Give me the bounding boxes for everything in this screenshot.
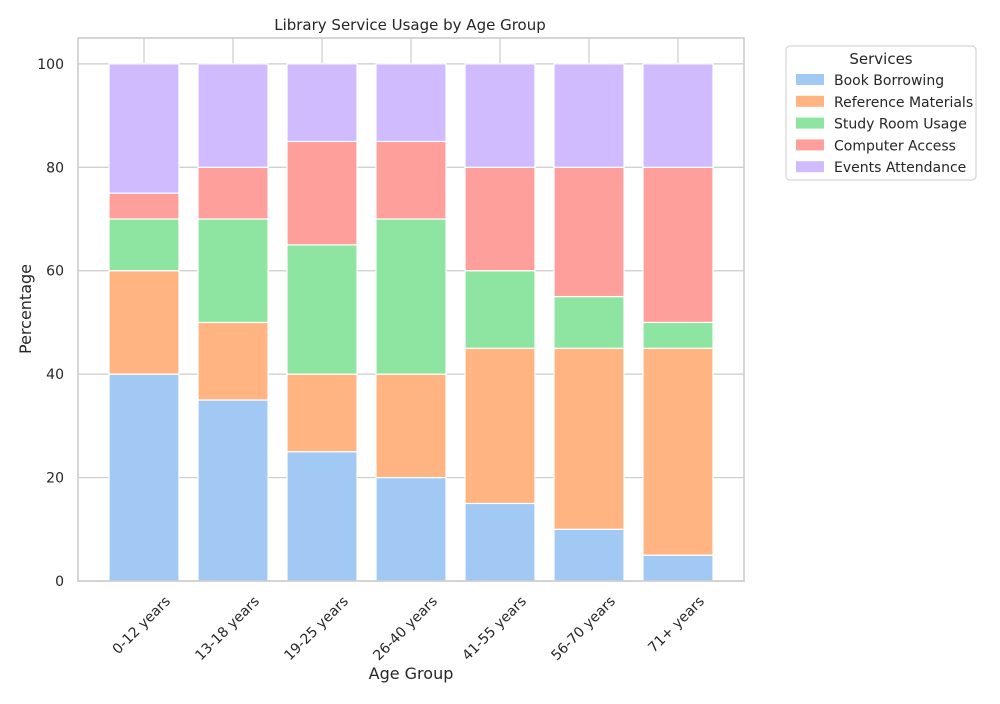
bar-segment-book-borrowing: Book Borrowing — 26-40 years: 20 (375, 476, 447, 582)
legend-box (785, 45, 977, 181)
bar-segment-study-room-usage: Study Room Usage — 0-12 years: 10 (108, 218, 180, 272)
x-tick-labels: 0-12 years 13-18 years 19-25 years 26-40 ye… (110, 594, 708, 664)
bar-segment-reference-materials: Reference Materials — 13-18 years: 15 (197, 321, 269, 401)
bar-segment-study-room-usage: Study Room Usage — 13-18 years: 20 (197, 218, 269, 324)
bar-segment-computer-access: Computer Access — 26-40 years: 15 (375, 140, 447, 220)
legend-item-events-attendance: Events Attendance (796, 160, 966, 176)
bar-segment-book-borrowing: Book Borrowing — 19-25 years: 25 (286, 451, 358, 582)
bar-segment-study-room-usage: Study Room Usage — 56-70 years: 10 (553, 295, 625, 349)
legend-swatch (796, 74, 824, 85)
bar-segment-study-room-usage: Study Room Usage — 19-25 years: 25 (286, 244, 358, 375)
x-tick-label: 0-12 years (110, 594, 174, 658)
x-tick-label: 56-70 years (548, 594, 618, 664)
legend-label: Events Attendance (834, 160, 966, 176)
legend-swatch (796, 95, 824, 107)
bar-segment-book-borrowing: Book Borrowing — 56-70 years: 10 (553, 528, 625, 582)
bar-segment-reference-materials: Reference Materials — 0-12 years: 20 (108, 270, 180, 375)
bar-segment-book-borrowing: Book Borrowing — 13-18 years: 35 (197, 399, 269, 582)
legend: Services Book Borrowing Reference Materia… (785, 45, 977, 181)
x-tick-label: 13-18 years (192, 594, 262, 664)
bar-segment-reference-materials: Reference Materials — 56-70 years: 35 (553, 347, 625, 530)
bar-segment-computer-access: Computer Access — 41-55 years: 20 (464, 166, 536, 272)
bar-segment-book-borrowing: Book Borrowing — 0-12 years: 40 (108, 373, 180, 582)
legend-item-computer-access: Computer Access (796, 138, 956, 154)
y-axis-title: Percentage (16, 264, 35, 354)
legend-item-study-room-usage: Study Room Usage (796, 117, 967, 133)
bar-segment-computer-access: Computer Access — 19-25 years: 20 (286, 140, 358, 246)
bar-segment-book-borrowing: Book Borrowing — 71+ years: 5 (642, 554, 714, 582)
y-tick-label: 60 (46, 264, 64, 280)
legend-swatch (796, 161, 824, 173)
x-tick-label: 26-40 years (370, 594, 440, 664)
bar-segment-events-attendance: Events Attendance — 71+ years: 20 (642, 63, 714, 168)
bar-segment-study-room-usage: Study Room Usage — 26-40 years: 30 (375, 218, 447, 375)
bar-segment-computer-access: Computer Access — 13-18 years: 10 (197, 166, 269, 220)
bars-layer: Book Borrowing — 0-12 years: 40Reference… (108, 63, 714, 582)
bar-segment-computer-access: Computer Access — 0-12 years: 5 (108, 192, 180, 220)
legend-title: Services (849, 50, 912, 68)
x-axis-title: Age Group (369, 664, 454, 683)
bar-segment-computer-access: Computer Access — 71+ years: 30 (642, 166, 714, 324)
bar-segment-events-attendance: Events Attendance — 0-12 years: 25 (108, 63, 180, 194)
bar-segment-computer-access: Computer Access — 56-70 years: 25 (553, 166, 625, 298)
legend-label: Book Borrowing (834, 73, 944, 89)
legend-label: Reference Materials (834, 95, 973, 111)
bar-segment-events-attendance: Events Attendance — 26-40 years: 15 (375, 63, 447, 143)
bar-segment-study-room-usage: Study Room Usage — 71+ years: 5 (642, 321, 714, 349)
x-tick-label: 71+ years (645, 594, 708, 657)
legend-label: Computer Access (834, 138, 956, 154)
y-tick-label: 20 (46, 471, 64, 487)
legend-items: Book Borrowing Reference Materials Study R… (796, 73, 973, 176)
y-tick-label: 80 (46, 160, 64, 176)
bar-segment-reference-materials: Reference Materials — 71+ years: 40 (642, 347, 714, 556)
x-tick-label: 19-25 years (281, 594, 351, 664)
x-tick-label: 41-55 years (459, 594, 529, 664)
y-tick-label: 100 (37, 57, 64, 73)
bar-segment-events-attendance: Events Attendance — 13-18 years: 20 (197, 63, 269, 168)
bar-segment-study-room-usage: Study Room Usage — 41-55 years: 15 (464, 270, 536, 349)
bar-segment-events-attendance: Events Attendance — 41-55 years: 20 (464, 63, 536, 168)
bar-segment-events-attendance: Events Attendance — 56-70 years: 20 (553, 63, 625, 168)
y-tick-label: 40 (46, 367, 64, 383)
plot-frame (77, 37, 745, 582)
legend-label: Study Room Usage (834, 117, 967, 133)
legend-swatch (796, 139, 824, 151)
bar-segment-reference-materials: Reference Materials — 26-40 years: 20 (375, 373, 447, 479)
bar-segment-reference-materials: Reference Materials — 41-55 years: 30 (464, 347, 536, 505)
legend-item-book-borrowing: Book Borrowing (796, 73, 944, 89)
bar-segment-events-attendance: Events Attendance — 19-25 years: 15 (286, 63, 358, 143)
legend-item-reference-materials: Reference Materials (796, 95, 973, 111)
y-tick-label: 0 (55, 574, 64, 590)
y-tick-labels: 0 20 40 60 80 100 (37, 57, 64, 590)
bar-segment-reference-materials: Reference Materials — 19-25 years: 15 (286, 373, 358, 453)
chart-title: Library Service Usage by Age Group (274, 16, 546, 34)
bar-segment-book-borrowing: Book Borrowing — 41-55 years: 15 (464, 502, 536, 582)
legend-swatch (796, 117, 824, 129)
